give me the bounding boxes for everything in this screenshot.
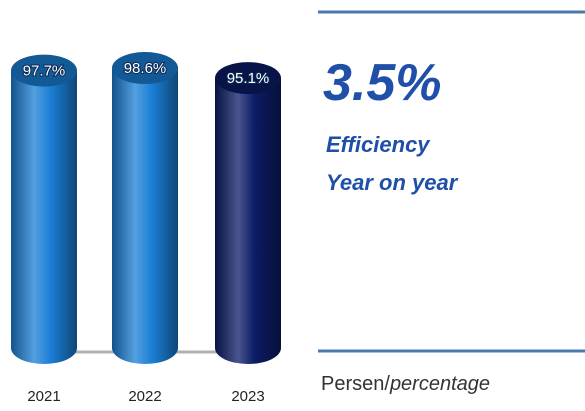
unit-plain: Persen/ <box>321 373 390 395</box>
value-label: 98.6% <box>124 60 167 77</box>
panel-line: Year on year <box>326 170 459 195</box>
value-label: 97.7% <box>23 63 66 80</box>
bar-top <box>11 54 77 87</box>
x-tick-label: 2023 <box>231 388 264 405</box>
x-tick-label: 2022 <box>128 388 161 405</box>
x-tick-label: 2021 <box>27 388 60 405</box>
bar <box>11 70 77 349</box>
unit-italic: percentage <box>389 373 490 395</box>
unit-label: Persen/percentage <box>321 373 490 395</box>
value-label: 95.1% <box>227 70 270 87</box>
bar-top <box>215 62 281 95</box>
headline: 3.5% <box>323 54 442 112</box>
bar <box>215 78 281 348</box>
bar <box>112 68 178 349</box>
panel-line: Efficiency <box>326 132 431 157</box>
bar-top <box>112 52 178 85</box>
